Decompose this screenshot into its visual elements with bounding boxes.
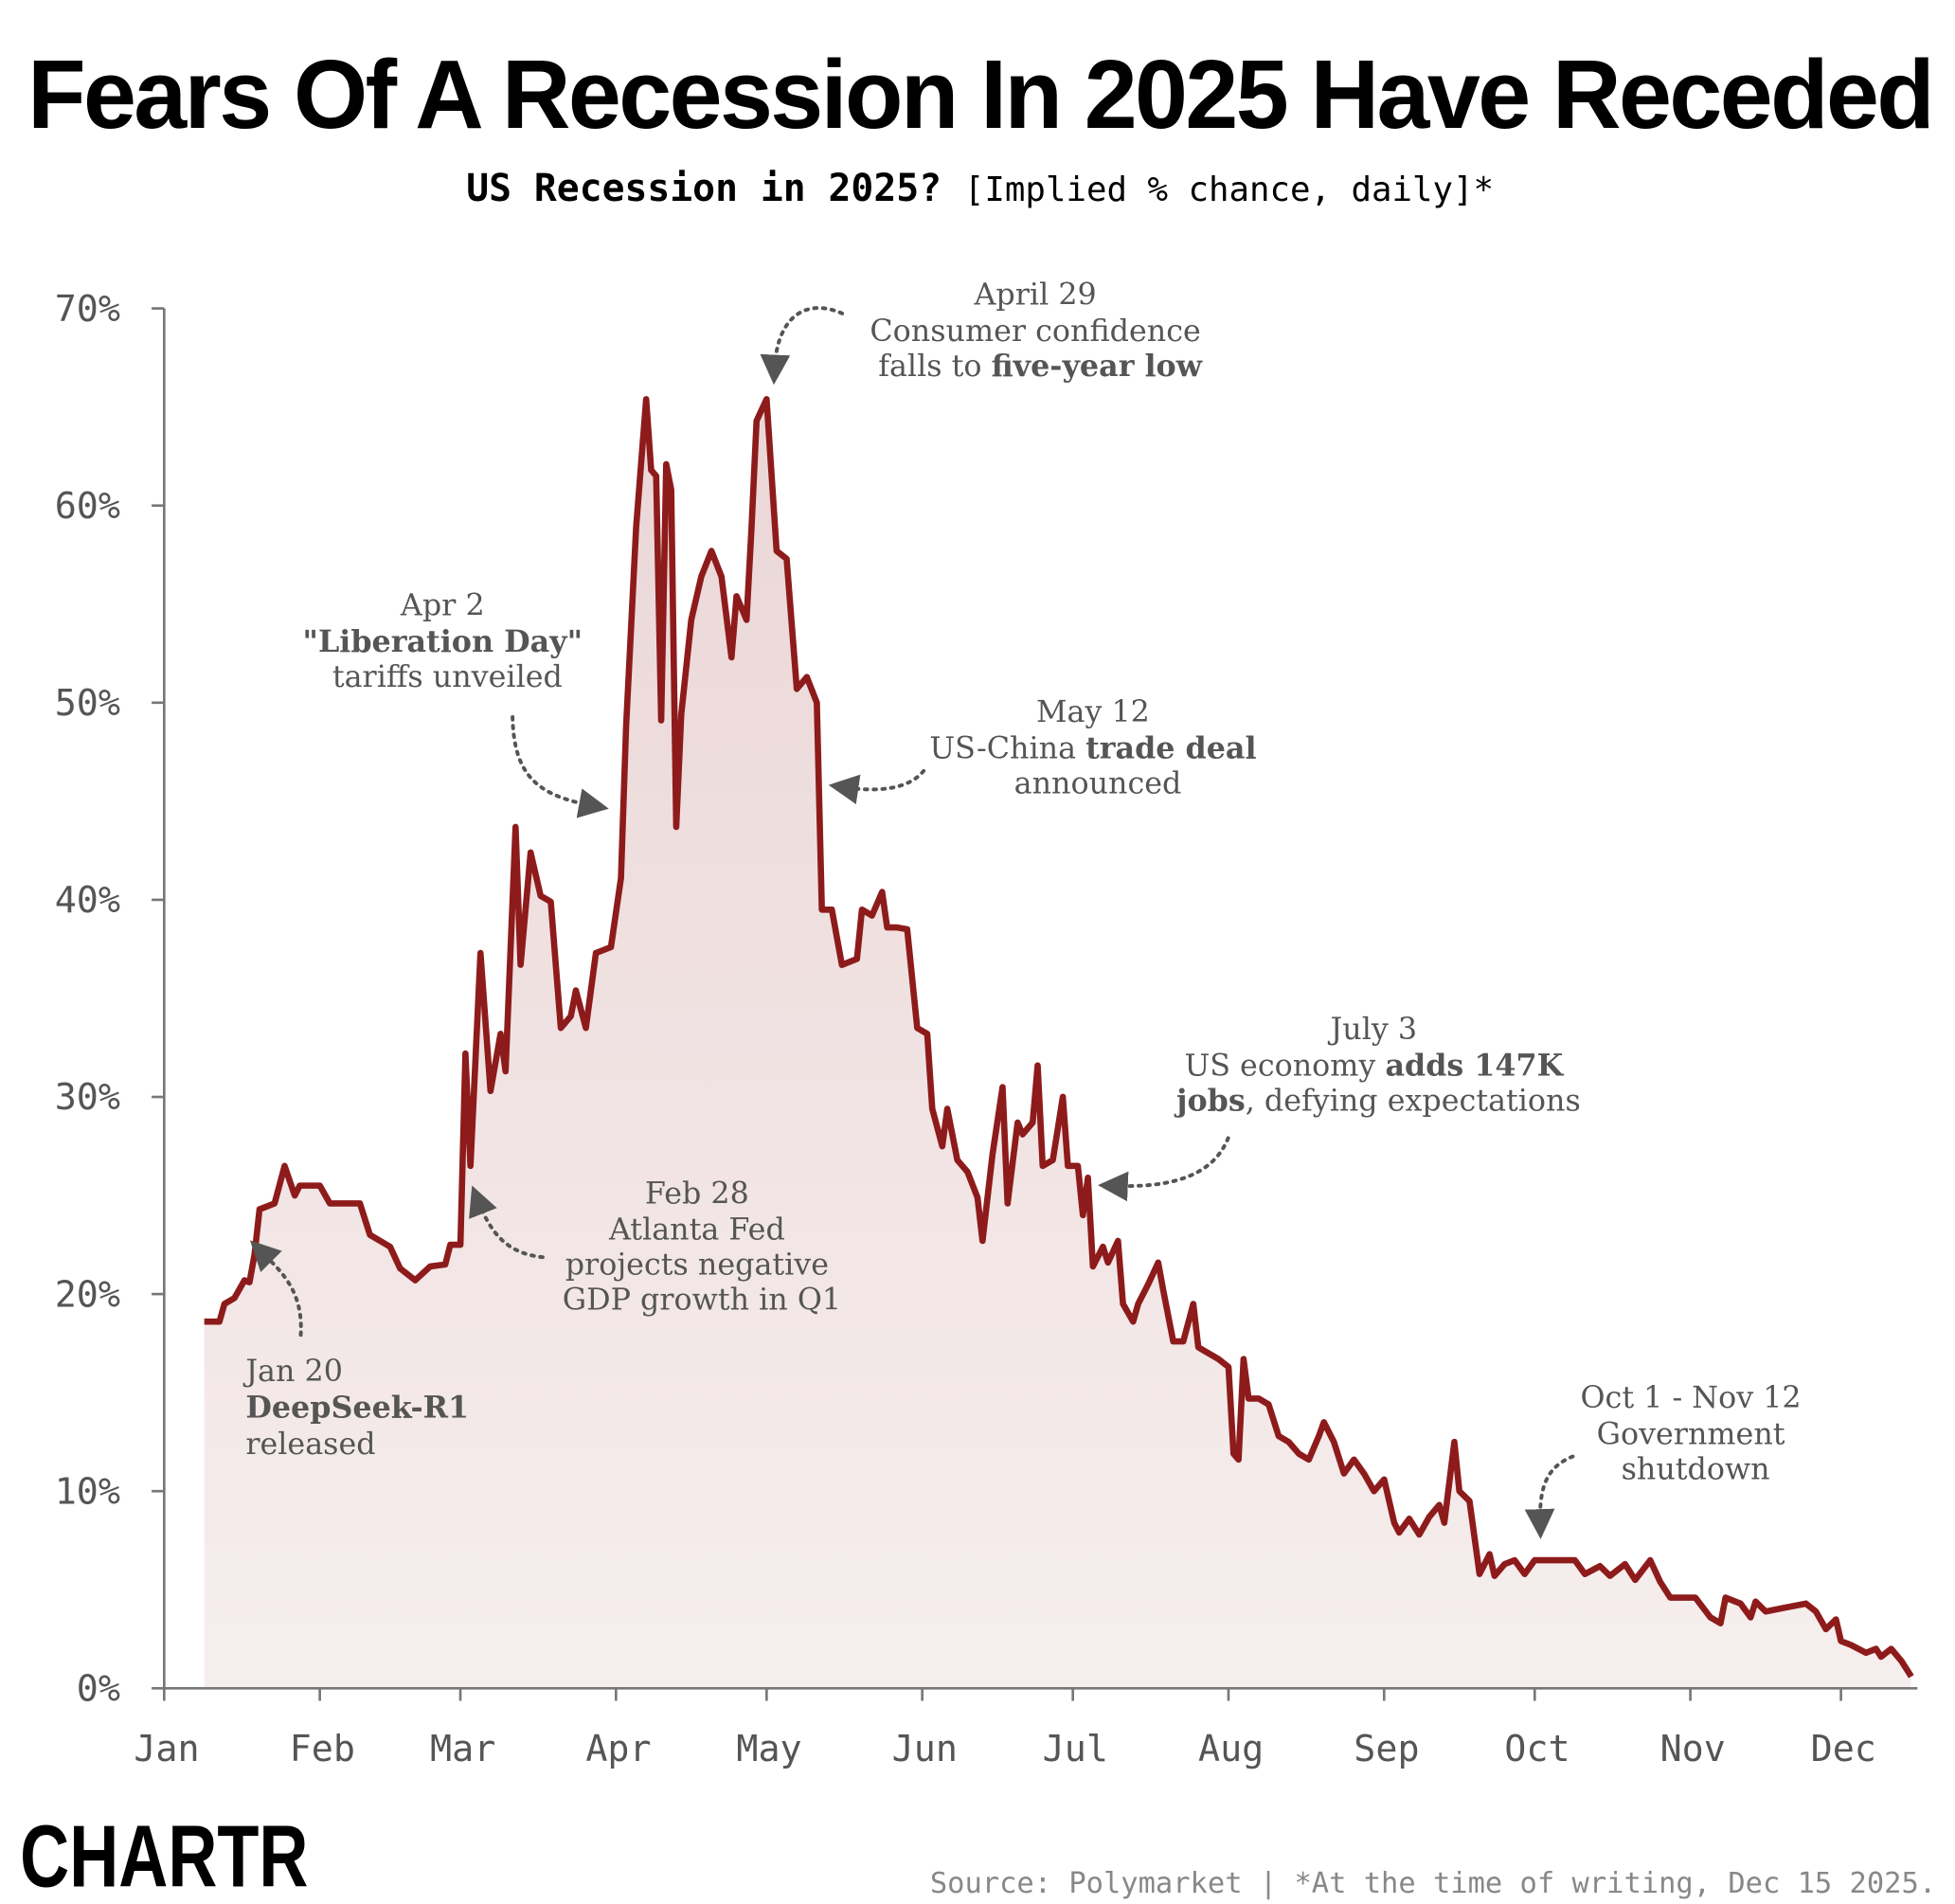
source-note: Source: Polymarket | *At the time of wri… <box>930 1867 1936 1900</box>
arrow-consumer-confidence <box>760 306 845 386</box>
arrow-jobs <box>1098 1136 1230 1202</box>
x-tick-label: Jun <box>892 1728 958 1770</box>
arrow-atlanta-fed <box>469 1185 545 1260</box>
y-tick-label: 10% <box>55 1470 120 1513</box>
annotation-deepseek: Jan 20 DeepSeek-R1 released <box>242 1355 478 1462</box>
annotation-trade-deal: May 12 US-China trade deal announced <box>929 695 1265 800</box>
arrow-liberation-day <box>511 714 609 818</box>
x-tick-label: Dec <box>1811 1728 1876 1770</box>
x-tick-label: Nov <box>1660 1728 1726 1770</box>
annotation-liberation-day: Apr 2 "Liberation Day" tariffs unveiled <box>302 589 592 694</box>
arrow-trade-deal <box>828 768 926 805</box>
y-tick-label: 0% <box>77 1668 120 1711</box>
chart-title: Fears Of A Recession In 2025 Have Recede… <box>27 40 1932 149</box>
x-tick-label: Mar <box>430 1728 495 1770</box>
y-tick-label: 50% <box>55 682 120 725</box>
subtitle-bold: US Recession in 2025? <box>466 167 942 210</box>
arrow-deepseek <box>249 1240 303 1338</box>
x-tick-label: May <box>736 1728 801 1770</box>
x-tick-label: Sep <box>1354 1728 1419 1770</box>
arrow-shutdown <box>1524 1454 1575 1539</box>
x-tick-label: Jan <box>134 1728 199 1770</box>
x-tick-label: Apr <box>585 1728 651 1770</box>
y-tick-label: 70% <box>55 288 120 331</box>
y-tick-label: 40% <box>55 879 120 922</box>
x-tick-label: Feb <box>290 1728 355 1770</box>
series-line <box>204 396 1914 1679</box>
y-tick-label: 30% <box>55 1076 120 1119</box>
annotation-shutdown: Oct 1 - Nov 12 Government shutdown <box>1581 1381 1811 1486</box>
x-tick-label: Oct <box>1504 1728 1569 1770</box>
chart-subtitle: US Recession in 2025? [Implied % chance,… <box>466 167 1494 210</box>
annotation-consumer-confidence: April 29 Consumer confidence falls to fi… <box>870 278 1211 384</box>
y-tick-label: 60% <box>55 485 120 528</box>
annotation-jobs: July 3 US economy adds 147K jobs, defyin… <box>1174 1013 1581 1118</box>
subtitle-rest: [Implied % chance, daily]* <box>964 171 1494 209</box>
chartr-logo: CHARTR <box>20 1806 308 1904</box>
x-tick-label: Aug <box>1198 1728 1264 1770</box>
annotation-atlanta-fed: Feb 28 Atlanta Fed projects negative GDP… <box>563 1177 841 1317</box>
x-tick-label: Jul <box>1043 1728 1108 1770</box>
y-tick-label: 20% <box>55 1273 120 1316</box>
area-fill <box>204 399 1911 1689</box>
